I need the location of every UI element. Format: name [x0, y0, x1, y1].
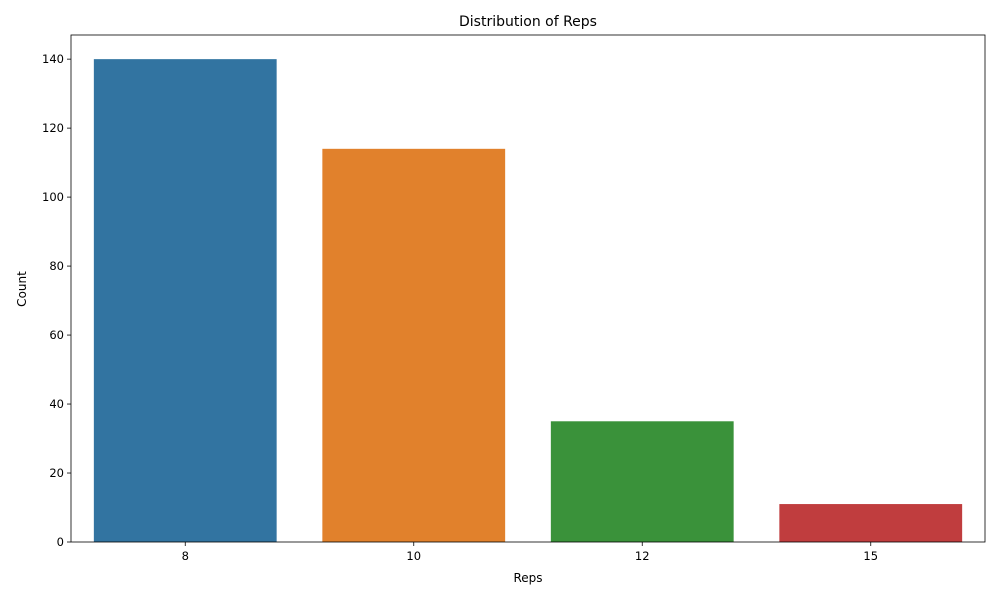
y-tick-label: 40: [49, 397, 64, 411]
y-axis-label: Count: [15, 271, 29, 307]
y-tick-label: 60: [49, 328, 64, 342]
y-axis: 0 20 40 60 80 100 120 140: [42, 52, 71, 549]
x-tick-label: 10: [406, 549, 421, 563]
x-tick-label: 15: [863, 549, 878, 563]
bar-15: [779, 504, 963, 542]
x-axis-label: Reps: [513, 571, 542, 585]
x-tick-label: 8: [182, 549, 189, 563]
y-tick-label: 80: [49, 259, 64, 273]
y-tick-label: 140: [42, 52, 64, 66]
y-tick-label: 0: [57, 535, 64, 549]
chart-title: Distribution of Reps: [459, 14, 597, 30]
x-tick-label: 12: [635, 549, 650, 563]
bar-10: [322, 148, 506, 542]
plot-frame: [70, 34, 986, 543]
bar-12: [550, 421, 734, 542]
x-axis: 8 10 12 15: [182, 542, 878, 563]
y-tick-label: 120: [42, 121, 64, 135]
bar-8: [93, 59, 277, 543]
y-tick-label: 20: [49, 466, 64, 480]
y-tick-label: 100: [42, 190, 64, 204]
bars-group: [93, 59, 963, 543]
